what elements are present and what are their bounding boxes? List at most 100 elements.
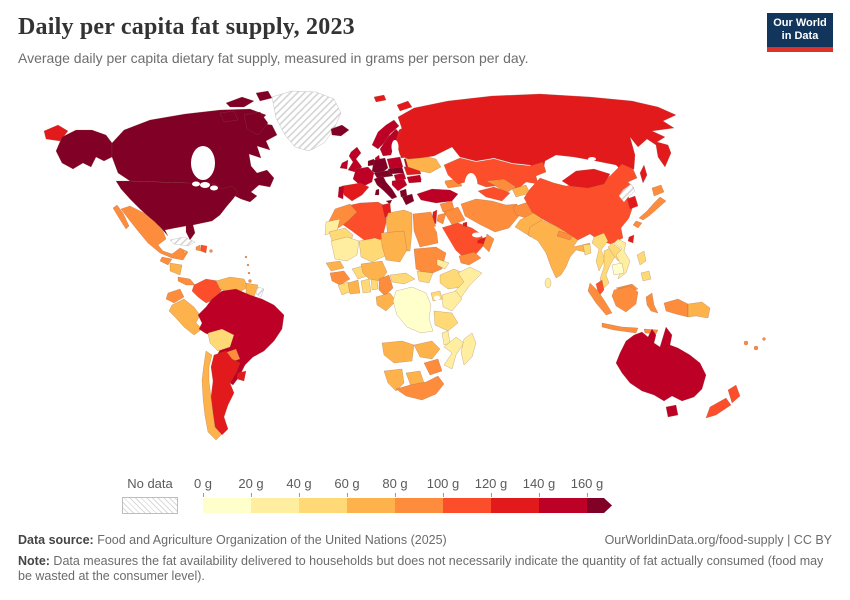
country-zimbabwe[interactable] — [423, 358, 443, 376]
country-usa[interactable] — [115, 180, 239, 241]
owid-logo[interactable]: Our World in Data — [767, 13, 833, 52]
country-jamaica[interactable] — [183, 250, 187, 254]
country-fiji-pacific[interactable] — [743, 340, 749, 346]
country-poland[interactable] — [386, 156, 404, 171]
country-jordan[interactable] — [436, 212, 447, 225]
country-france[interactable] — [352, 166, 375, 188]
country-taiwan[interactable] — [627, 234, 635, 244]
country-indonesia[interactable] — [587, 282, 613, 316]
country-nepal[interactable] — [556, 230, 574, 241]
country-argentina[interactable] — [210, 350, 241, 436]
country-hungary[interactable] — [393, 172, 407, 182]
country-french-guiana[interactable] — [255, 286, 265, 298]
country-mexico[interactable] — [112, 204, 130, 230]
country-mexico[interactable] — [120, 205, 189, 261]
country-papua-indonesia[interactable] — [663, 298, 689, 318]
country-venezuela[interactable] — [215, 276, 249, 294]
country-senegal[interactable] — [325, 260, 345, 272]
country-south-africa[interactable] — [395, 375, 445, 401]
country-peru[interactable] — [168, 298, 203, 336]
country-uzbekistan[interactable] — [485, 178, 517, 194]
country-indonesia[interactable] — [601, 322, 639, 334]
citation-link[interactable]: OurWorldinData.org/food-supply | CC BY — [604, 533, 832, 547]
country-mali[interactable] — [330, 236, 360, 262]
country-papua-new-guinea[interactable] — [687, 301, 711, 319]
country-honduras-nicaragua[interactable] — [169, 262, 183, 276]
country-svalbard[interactable] — [373, 94, 387, 103]
country-turkey[interactable] — [416, 188, 459, 204]
country-central-african-republic[interactable] — [389, 272, 416, 285]
country-lesser-antilles[interactable] — [246, 263, 250, 267]
country-sudan[interactable] — [413, 246, 447, 276]
country-tanzania[interactable] — [433, 310, 459, 332]
country-australia[interactable] — [665, 404, 679, 418]
country-gabon-congo[interactable] — [375, 292, 397, 312]
legend-bin-140-160[interactable] — [539, 498, 587, 513]
country-benelux[interactable] — [367, 158, 375, 167]
country-lesser-antilles[interactable] — [244, 255, 248, 259]
country-new-zealand[interactable] — [727, 384, 741, 404]
legend-bin-0-20[interactable] — [203, 498, 251, 513]
country-novaya-zemlya[interactable] — [396, 100, 413, 112]
country-somalia[interactable] — [454, 266, 483, 300]
country-iceland[interactable] — [330, 124, 350, 137]
country-egypt[interactable] — [412, 211, 439, 248]
country-bangladesh[interactable] — [582, 243, 592, 256]
legend-bin-80-100[interactable] — [395, 498, 443, 513]
legend-bin-160+[interactable] — [587, 498, 612, 513]
country-guinea-group[interactable] — [329, 270, 351, 286]
country-ivory-coast[interactable] — [347, 279, 361, 295]
country-south-korea[interactable] — [626, 195, 639, 210]
country-canada[interactable] — [243, 111, 269, 136]
legend-bin-100-120[interactable] — [443, 498, 491, 513]
country-canada[interactable] — [255, 90, 273, 102]
country-bulgaria[interactable] — [406, 174, 423, 184]
legend-bin-20-40[interactable] — [251, 498, 299, 513]
country-mozambique[interactable] — [443, 336, 465, 370]
country-fiji-pacific[interactable] — [762, 337, 766, 341]
country-ghana[interactable] — [360, 278, 372, 294]
country-eritrea[interactable] — [436, 258, 450, 270]
country-norway[interactable] — [371, 119, 400, 150]
country-fiji-pacific[interactable] — [753, 345, 759, 351]
country-angola[interactable] — [381, 340, 415, 364]
country-haiti[interactable] — [195, 244, 202, 252]
country-italy[interactable] — [373, 175, 398, 200]
country-iraq[interactable] — [443, 206, 466, 226]
country-australia[interactable] — [615, 326, 707, 402]
country-indonesia[interactable] — [611, 285, 639, 313]
country-north-korea[interactable] — [618, 183, 636, 203]
country-namibia[interactable] — [383, 368, 405, 392]
country-greece[interactable] — [401, 193, 415, 206]
country-philippines[interactable] — [636, 250, 647, 266]
country-vietnam[interactable] — [613, 238, 631, 280]
country-oman[interactable] — [482, 233, 495, 253]
country-new-zealand[interactable] — [705, 397, 732, 419]
country-madagascar[interactable] — [460, 332, 477, 366]
country-turkmenistan[interactable] — [477, 186, 511, 202]
country-chile[interactable] — [201, 350, 222, 441]
country-indonesia[interactable] — [645, 292, 659, 314]
country-dominican-republic[interactable] — [200, 244, 208, 254]
country-costa-rica-panama[interactable] — [177, 276, 196, 286]
country-sri-lanka[interactable] — [544, 277, 552, 289]
legend-bin-40-60[interactable] — [299, 498, 347, 513]
country-cuba[interactable] — [169, 236, 196, 247]
legend-bin-60-80[interactable] — [347, 498, 395, 513]
country-south-sudan[interactable] — [416, 270, 434, 284]
country-cameroon[interactable] — [378, 274, 394, 297]
country-sakhalin[interactable] — [639, 164, 648, 184]
country-alaska[interactable] — [55, 129, 113, 170]
country-japan[interactable] — [638, 196, 667, 221]
country-ecuador[interactable] — [165, 288, 185, 304]
country-guatemala[interactable] — [159, 256, 173, 266]
country-switzerland-austria[interactable] — [373, 169, 394, 179]
country-kenya[interactable] — [441, 290, 463, 312]
country-greenland[interactable] — [271, 90, 342, 152]
country-puerto-rico[interactable] — [209, 249, 213, 253]
country-bolivia[interactable] — [207, 328, 235, 352]
country-mongolia[interactable] — [561, 168, 611, 189]
country-cambodia[interactable] — [611, 262, 625, 276]
country-canada[interactable] — [219, 110, 239, 123]
country-chad[interactable] — [380, 230, 408, 263]
